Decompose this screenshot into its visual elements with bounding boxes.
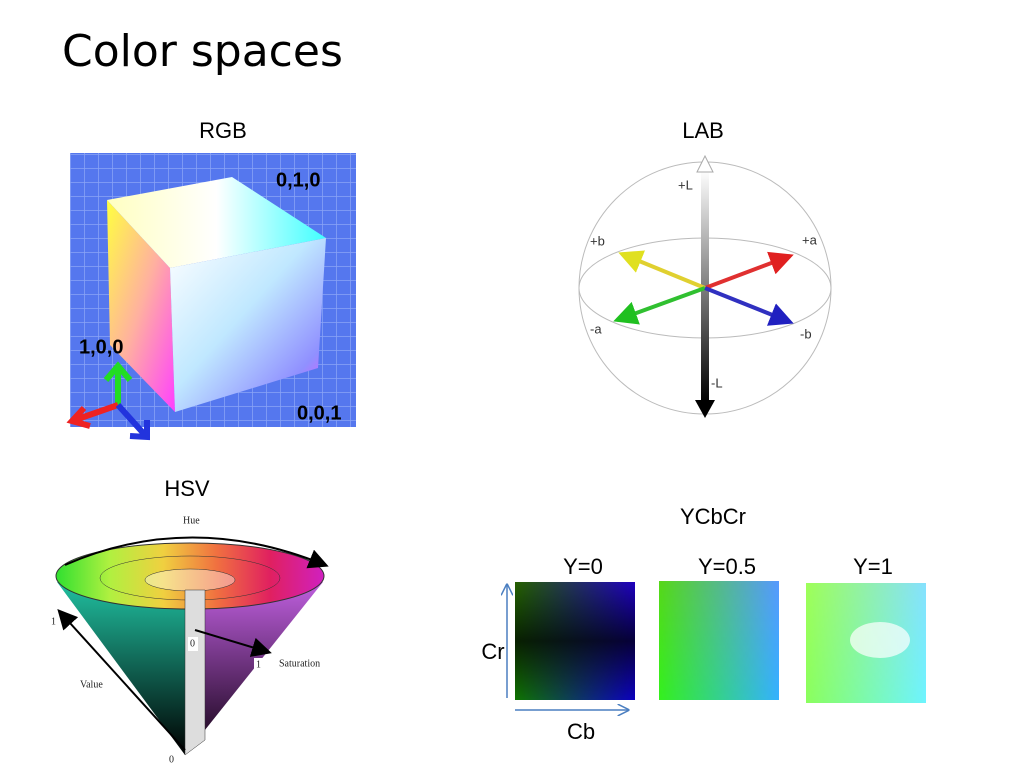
plane-y05: [659, 581, 779, 700]
panel-label: YCbCr: [680, 504, 746, 529]
arrow-head: [695, 400, 715, 418]
slide-title: Color spaces: [62, 26, 343, 77]
cube-face: [107, 200, 175, 412]
axis-label: 1: [51, 616, 56, 627]
cube-face: [107, 177, 326, 268]
corner-label: 0,1,0: [276, 169, 320, 191]
axis-label: Cr: [481, 639, 504, 664]
plane-label: Y=0.5: [698, 554, 756, 579]
axis-arrows: [66, 361, 150, 441]
cube-face: [170, 238, 326, 412]
lab-panel: LAB +L -L +a -a +b -b: [578, 118, 832, 418]
label-box: [254, 658, 264, 672]
axis-arrows: [613, 250, 794, 326]
saturation-arrow: [194, 629, 272, 657]
corner-label: 0,0,1: [297, 402, 341, 424]
axis-label: Hue: [183, 515, 200, 526]
axis-label: +b: [590, 233, 605, 248]
panel-label: HSV: [164, 476, 210, 501]
corner-label: 1,0,0: [79, 336, 123, 358]
cone-side: [57, 582, 190, 755]
value-arrow: [57, 609, 186, 751]
plane-label: Y=0: [563, 554, 603, 579]
axis-label: 0: [169, 754, 174, 765]
panel-label: LAB: [682, 118, 724, 143]
cone-cut: [184, 589, 206, 756]
cone-ring: [144, 568, 236, 592]
axis-label: +a: [802, 232, 818, 247]
axis-label: 1: [256, 659, 261, 670]
plane-label: Y=1: [853, 554, 893, 579]
label-box: [188, 637, 198, 651]
hsv-panel: HSV Hue 1 Value 0 0 1 Saturation: [51, 476, 329, 765]
axis-label: Cb: [567, 719, 595, 744]
axis-label: -b: [800, 326, 812, 341]
hue-arrow: [64, 536, 329, 569]
axis-label: +L: [678, 177, 693, 192]
ycbcr-panel: YCbCr Y=0 Y=0.5 Y=1 Cr Cb: [481, 504, 926, 744]
axis-label: Saturation: [279, 658, 320, 669]
rgb-panel: RGB 0,1,0 1,0,0 0,0,1: [66, 118, 356, 441]
axis-label: Value: [80, 679, 103, 690]
plane-y0: [515, 582, 635, 700]
arrow-head: [696, 154, 714, 173]
panel-label: RGB: [199, 118, 247, 143]
plane-y1: [806, 583, 926, 703]
axis-label: -a: [590, 321, 602, 336]
axis-label: -L: [711, 375, 723, 390]
axis-label: 0: [190, 638, 195, 649]
